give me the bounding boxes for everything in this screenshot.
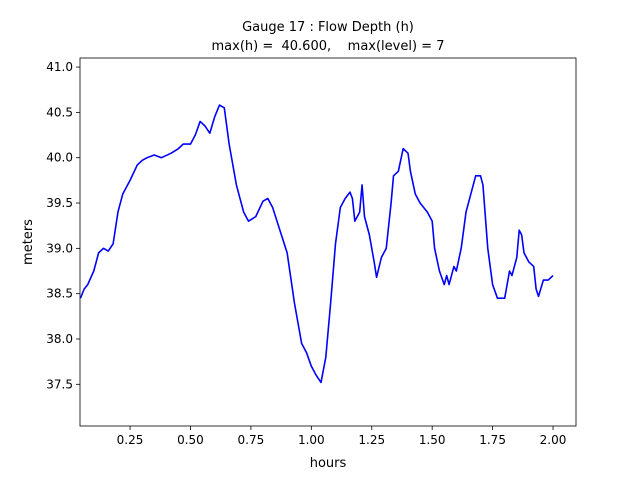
data-line (80, 104, 554, 384)
y-axis-label: meters (21, 219, 36, 265)
x-tick-label: 1.50 (419, 433, 446, 447)
x-tick-label: 0.75 (238, 433, 265, 447)
x-tick-label: 1.00 (298, 433, 325, 447)
y-tick-label: 39.5 (46, 196, 73, 210)
chart-title: Gauge 17 : Flow Depth (h) (242, 20, 414, 35)
x-tick-label: 1.75 (479, 433, 506, 447)
y-tick-label: 40.0 (46, 151, 73, 165)
x-tick-label: 2.00 (540, 433, 567, 447)
x-tick-label: 0.25 (117, 433, 144, 447)
y-tick-label: 37.5 (46, 377, 73, 391)
x-tick-label: 0.50 (177, 433, 204, 447)
chart-subtitle: max(h) = 40.600, max(level) = 7 (212, 39, 445, 54)
x-tick-label: 1.25 (358, 433, 385, 447)
y-tick-label: 39.0 (46, 241, 73, 255)
x-axis-label: hours (310, 456, 347, 471)
plot-frame (79, 57, 577, 427)
y-tick-label: 40.5 (46, 105, 73, 119)
y-tick-label: 41.0 (46, 60, 73, 74)
y-tick-label: 38.5 (46, 287, 73, 301)
y-tick-label: 38.0 (46, 332, 73, 346)
